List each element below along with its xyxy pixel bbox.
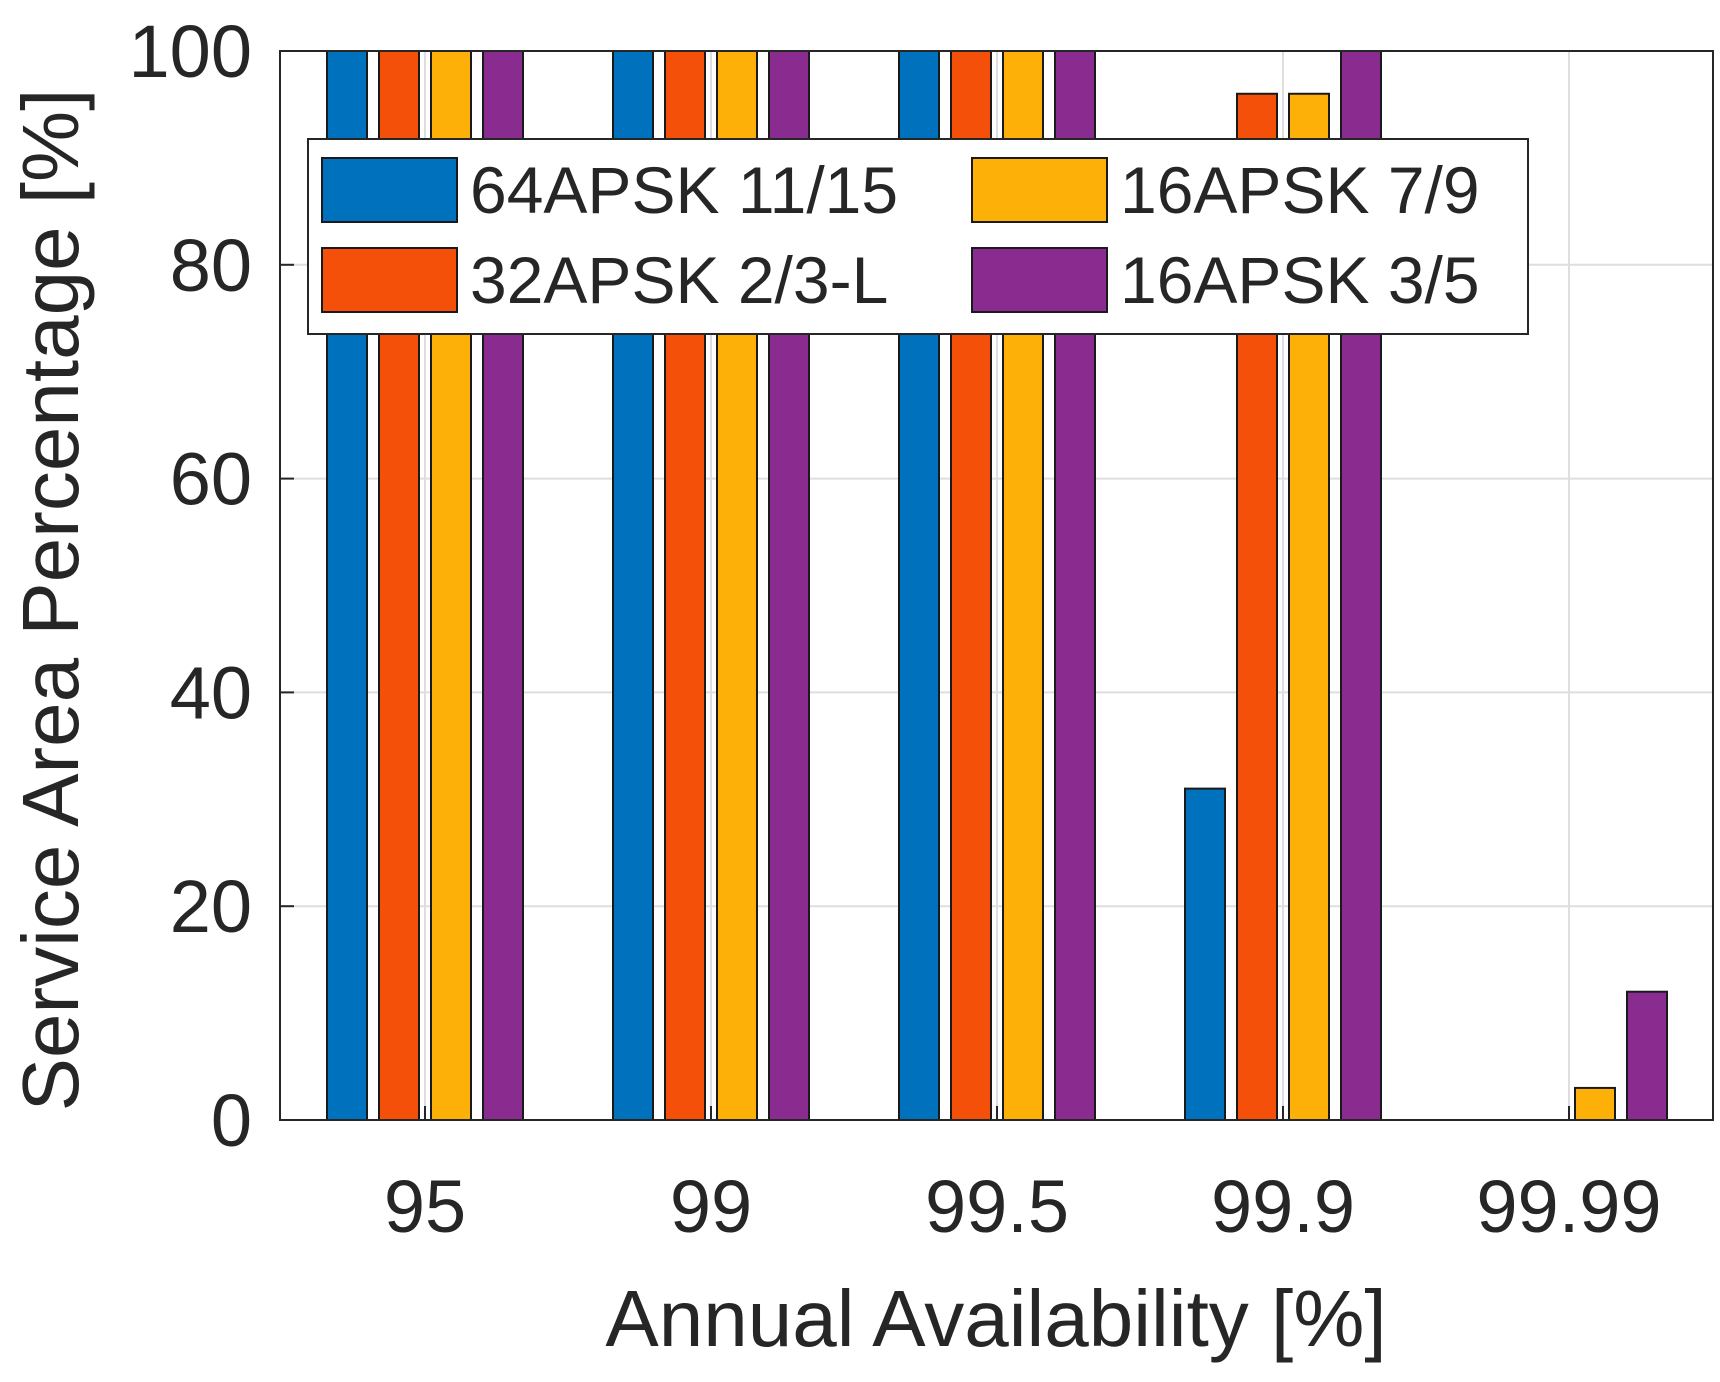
legend-label: 16APSK 3/5	[1120, 243, 1480, 317]
y-tick-label: 0	[211, 1079, 252, 1162]
y-tick-label: 80	[170, 224, 252, 307]
x-tick-label: 99	[670, 1165, 752, 1248]
x-tick-label: 95	[384, 1165, 466, 1248]
y-axis: 0 20 40 60 80 100	[129, 10, 294, 1162]
legend-swatch	[321, 247, 458, 313]
x-tick-label: 99.5	[925, 1165, 1069, 1248]
legend-label: 32APSK 2/3-L	[470, 243, 888, 317]
legend-label: 16APSK 7/9	[1120, 153, 1480, 227]
x-axis: 95 99 99.5 99.9 99.99	[384, 1106, 1662, 1248]
y-tick-label: 20	[170, 865, 252, 948]
legend-swatch	[321, 157, 458, 223]
bar	[1574, 1086, 1616, 1122]
legend-box	[307, 138, 1529, 335]
y-tick-label: 100	[129, 10, 252, 93]
bar	[1626, 990, 1668, 1121]
bar	[1184, 787, 1226, 1121]
legend: 64APSK 11/15 32APSK 2/3-L 16APSK 7/9 16APSK…	[307, 138, 1529, 335]
legend-swatch	[971, 157, 1108, 223]
y-tick-label: 40	[170, 651, 252, 734]
x-tick-label: 99.99	[1476, 1165, 1661, 1248]
y-axis-label: Service Area Percentage [%]	[6, 89, 95, 1112]
x-axis-label: Annual Availability [%]	[605, 1274, 1386, 1363]
legend-swatch	[971, 247, 1108, 313]
legend-label: 64APSK 11/15	[470, 153, 898, 227]
y-tick-label: 60	[170, 438, 252, 521]
x-tick-label: 99.9	[1211, 1165, 1355, 1248]
